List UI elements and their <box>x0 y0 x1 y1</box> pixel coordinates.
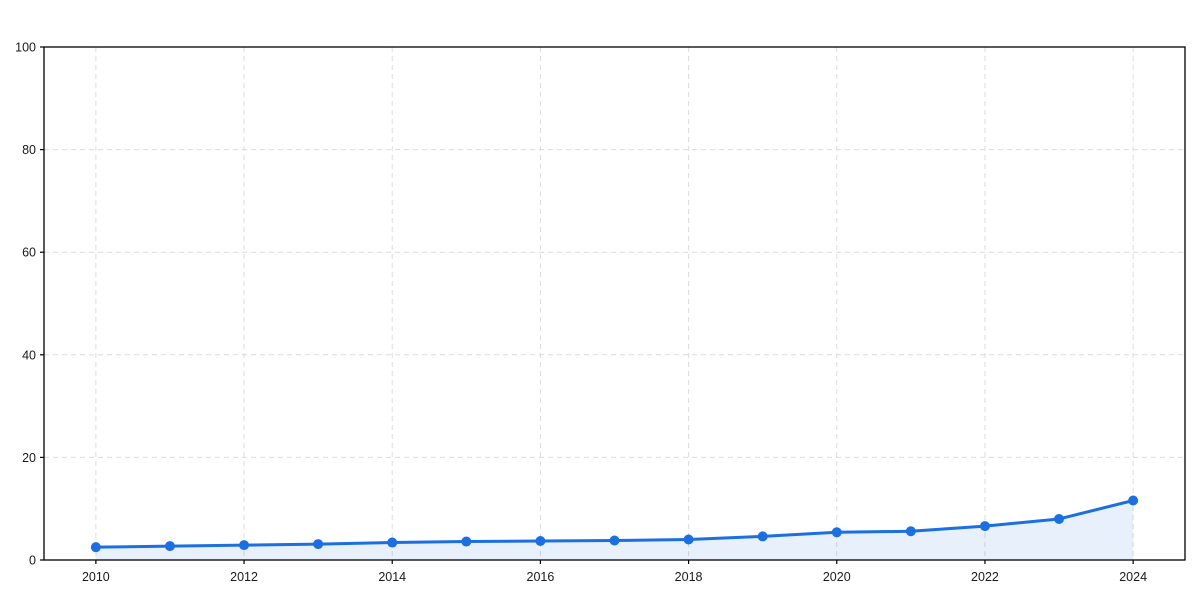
x-tick-label: 2010 <box>82 570 110 584</box>
data-point <box>164 541 175 552</box>
data-point <box>461 536 472 547</box>
data-points <box>90 495 1139 553</box>
y-tick-label: 40 <box>22 348 36 362</box>
x-tick-label: 2020 <box>823 570 851 584</box>
data-point <box>313 539 324 550</box>
data-point <box>609 535 620 546</box>
y-axis: 0 20 40 60 80 100 <box>15 41 44 568</box>
y-tick-label: 60 <box>22 246 36 260</box>
data-point <box>535 536 546 547</box>
data-point <box>905 526 916 537</box>
data-point <box>979 521 990 532</box>
data-point <box>1054 513 1065 524</box>
data-point <box>239 540 250 551</box>
plot-border <box>43 46 1186 561</box>
y-tick-label: 100 <box>15 41 36 55</box>
x-tick-label: 2016 <box>527 570 555 584</box>
data-point <box>757 531 768 542</box>
data-point <box>1128 495 1139 506</box>
x-tick-label: 2012 <box>230 570 258 584</box>
area-fill <box>95 500 1134 560</box>
data-point <box>683 534 694 545</box>
x-axis: 2010 2012 2014 2016 2018 2020 2022 2024 <box>82 560 1147 584</box>
x-tick-label: 2024 <box>1119 570 1147 584</box>
data-point <box>90 542 101 553</box>
data-point <box>831 527 842 538</box>
y-tick-label: 80 <box>22 143 36 157</box>
x-tick-label: 2022 <box>971 570 999 584</box>
x-tick-label: 2018 <box>675 570 703 584</box>
y-tick-label: 20 <box>22 451 36 465</box>
x-tick-label: 2014 <box>378 570 406 584</box>
data-point <box>387 537 398 548</box>
y-tick-label: 0 <box>29 554 36 568</box>
